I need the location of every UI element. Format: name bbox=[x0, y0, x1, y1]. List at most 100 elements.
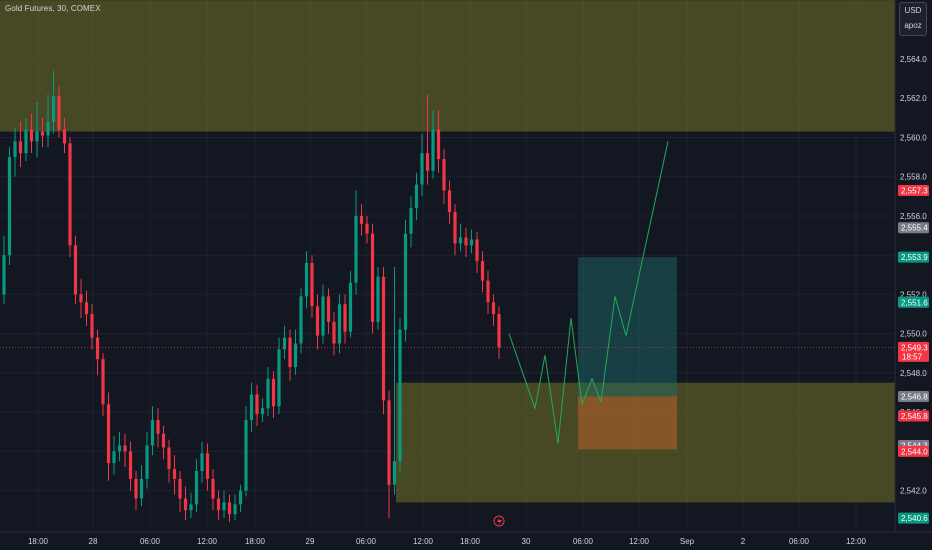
price-axis[interactable]: 2,542.02,544.02,546.02,548.02,550.02,552… bbox=[894, 0, 932, 550]
candle-body bbox=[62, 129, 67, 144]
candle bbox=[51, 70, 56, 134]
candle-body bbox=[161, 433, 166, 448]
candle bbox=[277, 337, 281, 415]
candle bbox=[409, 196, 413, 248]
candle bbox=[343, 294, 347, 344]
x-tick-label: 06:00 bbox=[573, 537, 594, 546]
candle-body bbox=[13, 141, 17, 158]
candle-body bbox=[453, 212, 457, 244]
candle-body bbox=[134, 478, 138, 499]
candle bbox=[194, 459, 199, 513]
candle-body bbox=[288, 337, 292, 368]
candle-body bbox=[271, 378, 276, 407]
candle bbox=[18, 121, 23, 167]
price-tag-label: 2,551.6 bbox=[901, 298, 928, 307]
candle-body bbox=[106, 404, 111, 464]
candle-body bbox=[409, 208, 413, 234]
candle bbox=[24, 117, 28, 162]
candle bbox=[282, 325, 287, 360]
candle-body bbox=[343, 304, 347, 332]
candle-body bbox=[354, 215, 358, 283]
candle-body bbox=[398, 329, 402, 462]
candle-body bbox=[469, 239, 474, 246]
x-tick-label: 12:00 bbox=[846, 537, 867, 546]
candle bbox=[145, 431, 149, 489]
x-tick-label: 12:00 bbox=[413, 537, 434, 546]
candle bbox=[398, 317, 402, 471]
candle bbox=[183, 486, 188, 521]
price-tag-bg bbox=[898, 512, 929, 524]
candle-body bbox=[200, 453, 204, 471]
candle bbox=[40, 117, 45, 148]
candle-body bbox=[139, 478, 144, 499]
x-tick-label: 30 bbox=[522, 537, 531, 546]
price-tag-bg bbox=[898, 296, 929, 308]
candle bbox=[84, 290, 89, 326]
candle-body bbox=[315, 306, 320, 336]
candle-body bbox=[480, 261, 485, 281]
candle-body bbox=[238, 490, 243, 505]
price-tag-label: 2,544.0 bbox=[901, 447, 928, 456]
candle-body bbox=[51, 96, 56, 122]
price-tag: 2,557.3 bbox=[898, 184, 929, 196]
candle-body bbox=[370, 233, 375, 322]
candle-body bbox=[46, 121, 50, 136]
candle bbox=[139, 465, 144, 507]
candle bbox=[211, 469, 215, 511]
price-tag-bg bbox=[898, 222, 929, 234]
candle bbox=[79, 278, 83, 318]
candle-body bbox=[2, 255, 6, 295]
candle bbox=[7, 147, 12, 265]
candle bbox=[62, 117, 67, 154]
price-tag: 2,544.0 bbox=[898, 445, 929, 457]
candle-body bbox=[420, 153, 424, 185]
lightning-icon-ring bbox=[493, 515, 505, 527]
candle bbox=[205, 443, 210, 491]
candle bbox=[414, 172, 419, 220]
price-tag-bg bbox=[898, 445, 929, 457]
price-tag-bg bbox=[898, 341, 929, 362]
candle-body bbox=[117, 445, 122, 452]
y-tick-label: 2,548.0 bbox=[900, 369, 927, 378]
candle-body bbox=[277, 349, 281, 407]
candle bbox=[403, 219, 408, 342]
currency-selector[interactable]: USD apoz bbox=[899, 2, 927, 36]
candle bbox=[156, 408, 160, 448]
x-tick-label: Sep bbox=[680, 537, 695, 546]
price-tag: 2,553.9 bbox=[898, 251, 929, 263]
candle bbox=[90, 304, 94, 350]
time-axis-background bbox=[0, 532, 932, 550]
candle bbox=[167, 439, 171, 483]
y-tick-label: 2,562.0 bbox=[900, 94, 927, 103]
candle-body bbox=[150, 419, 155, 446]
misc bbox=[493, 515, 505, 527]
chart-title: Gold Futures, 30, COMEX bbox=[5, 4, 101, 13]
candle bbox=[123, 433, 127, 468]
candle-body bbox=[321, 296, 325, 336]
candle bbox=[134, 470, 138, 511]
candle-body bbox=[40, 131, 45, 136]
candle-body bbox=[458, 237, 463, 244]
candle-body bbox=[359, 215, 364, 224]
y-tick-label: 2,552.0 bbox=[900, 290, 927, 299]
candle bbox=[337, 294, 342, 354]
candle-body bbox=[491, 302, 496, 315]
time-axis[interactable]: 18:00 28 06:00 12:00 18:00 29 06:00 12:00 18:00 3… bbox=[0, 531, 932, 550]
candle-body bbox=[95, 337, 100, 360]
candle bbox=[288, 329, 292, 381]
candle-body bbox=[167, 447, 171, 470]
candle bbox=[420, 133, 424, 197]
candle bbox=[101, 353, 105, 417]
x-tick-label: 06:00 bbox=[789, 537, 810, 546]
candle-body bbox=[227, 502, 232, 515]
candle bbox=[469, 229, 474, 254]
candle-body bbox=[189, 504, 193, 511]
candle bbox=[458, 223, 463, 252]
candle-body bbox=[403, 233, 408, 330]
candle bbox=[238, 484, 243, 513]
candle bbox=[486, 270, 490, 315]
candle bbox=[271, 370, 276, 419]
candle-body bbox=[425, 153, 430, 171]
x-tick-label: 06:00 bbox=[140, 537, 161, 546]
